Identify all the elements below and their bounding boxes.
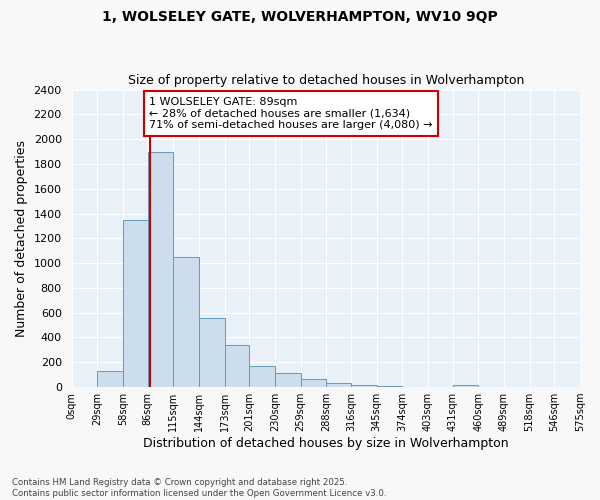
Bar — [452, 385, 478, 387]
Text: 1, WOLSELEY GATE, WOLVERHAMPTON, WV10 9QP: 1, WOLSELEY GATE, WOLVERHAMPTON, WV10 9Q… — [102, 10, 498, 24]
Bar — [326, 382, 351, 387]
Bar — [224, 345, 249, 387]
Bar — [148, 152, 173, 387]
Title: Size of property relative to detached houses in Wolverhampton: Size of property relative to detached ho… — [128, 74, 524, 87]
Bar — [301, 379, 326, 387]
Text: 1 WOLSELEY GATE: 89sqm
← 28% of detached houses are smaller (1,634)
71% of semi-: 1 WOLSELEY GATE: 89sqm ← 28% of detached… — [149, 97, 433, 130]
Text: Contains HM Land Registry data © Crown copyright and database right 2025.
Contai: Contains HM Land Registry data © Crown c… — [12, 478, 386, 498]
Bar — [377, 386, 402, 387]
Bar — [199, 318, 224, 387]
Bar — [351, 384, 377, 387]
Bar — [97, 371, 123, 387]
Bar — [123, 220, 148, 387]
Bar — [275, 374, 301, 387]
Bar — [173, 257, 199, 387]
Y-axis label: Number of detached properties: Number of detached properties — [15, 140, 28, 337]
Bar — [249, 366, 275, 387]
X-axis label: Distribution of detached houses by size in Wolverhampton: Distribution of detached houses by size … — [143, 437, 509, 450]
